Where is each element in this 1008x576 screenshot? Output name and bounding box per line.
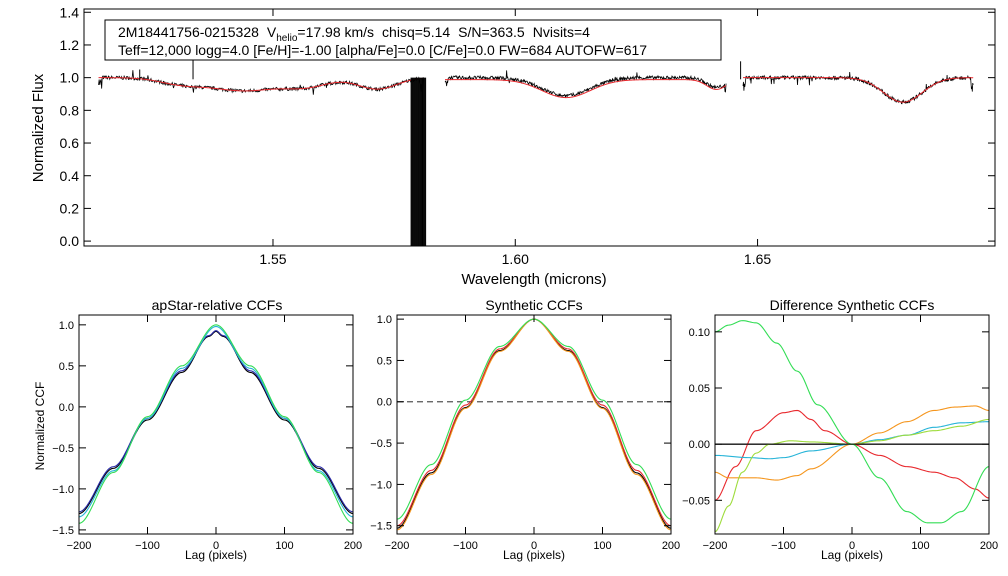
y-tick-label: 1.0 — [377, 314, 392, 326]
synthetic-ccf-ticks: −200 −100 0 100 200 −1.5 −1.0 −0.5 0.0 0.5 1.0 — [370, 314, 680, 552]
x-tick-label: 1.55 — [259, 251, 286, 267]
x-tick-label: 1.60 — [502, 251, 529, 267]
synthetic-spectrum-chip-1 — [98, 77, 424, 92]
difference-ccf-x-axis-label: Lag (pixels) — [821, 548, 883, 562]
spectrum-legend: 2M18441756-0215328 Vhelio=17.98 km/s chisq… — [104, 19, 722, 61]
x-tick-label: 100 — [911, 540, 929, 552]
y-tick-label: −0.5 — [52, 443, 74, 455]
y-tick-label: −0.05 — [682, 495, 710, 507]
x-tick-label: 100 — [275, 540, 293, 552]
apstar-ccf-y-axis-label: Normalized CCF — [33, 382, 47, 471]
y-tick-label: 0.5 — [377, 355, 392, 367]
x-tick-label: 200 — [980, 540, 998, 552]
x-tick-label: 200 — [662, 540, 680, 552]
x-tick-label: −200 — [385, 540, 410, 552]
spectrum-panel: 1.55 1.60 1.65 0.0 0.2 0.4 0.6 0.8 1.0 1.2 1.4 Wav… — [30, 4, 996, 288]
nvisits-value: Nvisits=4 — [533, 24, 590, 40]
synthetic-spectrum-chip-3 — [743, 77, 974, 103]
ccf-series-1 — [78, 330, 354, 515]
star-id: 2M18441756-0215328 — [118, 24, 259, 40]
synthetic-spectrum-chip-2 — [445, 79, 727, 99]
x-tick-label: 200 — [344, 540, 362, 552]
y-tick-label: −0.5 — [370, 438, 392, 450]
spectrum-axes-frame — [83, 8, 996, 247]
sn-value: S/N=363.5 — [458, 24, 525, 40]
synthetic-ccf-x-axis-label: Lag (pixels) — [503, 548, 565, 562]
x-tick-label: −200 — [703, 540, 728, 552]
y-tick-label: 0.10 — [689, 327, 710, 339]
spectrum-y-axis-label: Normalized Flux — [30, 73, 47, 182]
vhelio-subscript: helio — [276, 33, 298, 44]
observed-spectrum-chip-2 — [444, 70, 727, 98]
chisq-value: chisq=5.14 — [382, 24, 450, 40]
y-tick-label: 0.8 — [60, 102, 80, 118]
legend-line-2: Teff=12,000 logg=4.0 [Fe/H]=-1.00 [alpha… — [118, 42, 647, 58]
difference-ccf-ticks: −200 −100 0 100 200 −0.05 0.00 0.05 0.10 — [682, 315, 998, 552]
y-tick-label: 0.00 — [689, 439, 710, 451]
y-tick-label: 0.4 — [60, 168, 80, 184]
ccf-series-2 — [78, 329, 354, 513]
y-tick-label: 0.05 — [689, 383, 710, 395]
synthetic-ccf-panel: Synthetic CCFs −200 −100 0 100 200 −1.5 −1.0 −0… — [370, 297, 680, 562]
x-tick-label: 100 — [593, 540, 611, 552]
apstar-ccf-title: apStar-relative CCFs — [152, 297, 283, 313]
spectrum-x-axis-label: Wavelength (microns) — [461, 271, 606, 288]
y-tick-label: 0.6 — [60, 135, 80, 151]
x-tick-label: −100 — [771, 540, 796, 552]
difference-ccf-panel: Difference Synthetic CCFs −200 −100 0 100 20… — [682, 297, 998, 562]
x-tick-label: 1.65 — [744, 251, 771, 267]
spectrum-ticks: 1.55 1.60 1.65 0.0 0.2 0.4 0.6 0.8 1.0 1.2 1.4 — [60, 4, 995, 267]
x-tick-label: 0 — [849, 540, 855, 552]
y-tick-label: 0.0 — [59, 402, 74, 414]
x-tick-label: 0 — [531, 540, 537, 552]
x-tick-label: 0 — [213, 540, 219, 552]
y-tick-label: 1.4 — [60, 4, 80, 20]
difference-ccf-data — [714, 320, 990, 533]
y-tick-label: 1.0 — [59, 320, 74, 332]
x-tick-label: −100 — [135, 540, 160, 552]
apstar-ccf-panel: apStar-relative CCFs −200 −100 0 100 200 −1.5… — [33, 297, 362, 562]
y-tick-label: −1.0 — [52, 484, 74, 496]
y-tick-label: 0.5 — [59, 361, 74, 373]
x-tick-label: −100 — [453, 540, 478, 552]
vhelio-symbol: V — [267, 24, 277, 40]
x-tick-label: −200 — [67, 540, 92, 552]
apstar-ccf-ticks: −200 −100 0 100 200 −1.5 −1.0 −0.5 0.0 0.5 1.0 — [52, 315, 362, 552]
vhelio-value: =17.98 km/s — [297, 24, 374, 40]
y-tick-label: 0.0 — [60, 233, 80, 249]
synthetic-ccf-title: Synthetic CCFs — [485, 297, 582, 313]
apstar-ccf-x-axis-label: Lag (pixels) — [185, 548, 247, 562]
apstar-ccf-data — [78, 324, 354, 524]
y-tick-label: −1.5 — [370, 521, 392, 533]
y-tick-label: 0.0 — [377, 397, 392, 409]
spectrum-data — [98, 58, 974, 246]
y-tick-label: 1.0 — [60, 70, 80, 86]
y-tick-label: −1.0 — [370, 479, 392, 491]
ccf-series-4 — [78, 324, 354, 524]
y-tick-label: 0.2 — [60, 200, 80, 216]
y-tick-label: 1.2 — [60, 37, 80, 53]
difference-ccf-title: Difference Synthetic CCFs — [770, 297, 935, 313]
legend-line-1: 2M18441756-0215328 Vhelio=17.98 km/s chisq… — [118, 24, 590, 44]
legend-box — [104, 19, 722, 61]
y-tick-label: −1.5 — [52, 525, 74, 537]
bad-pixel-region — [410, 77, 427, 246]
